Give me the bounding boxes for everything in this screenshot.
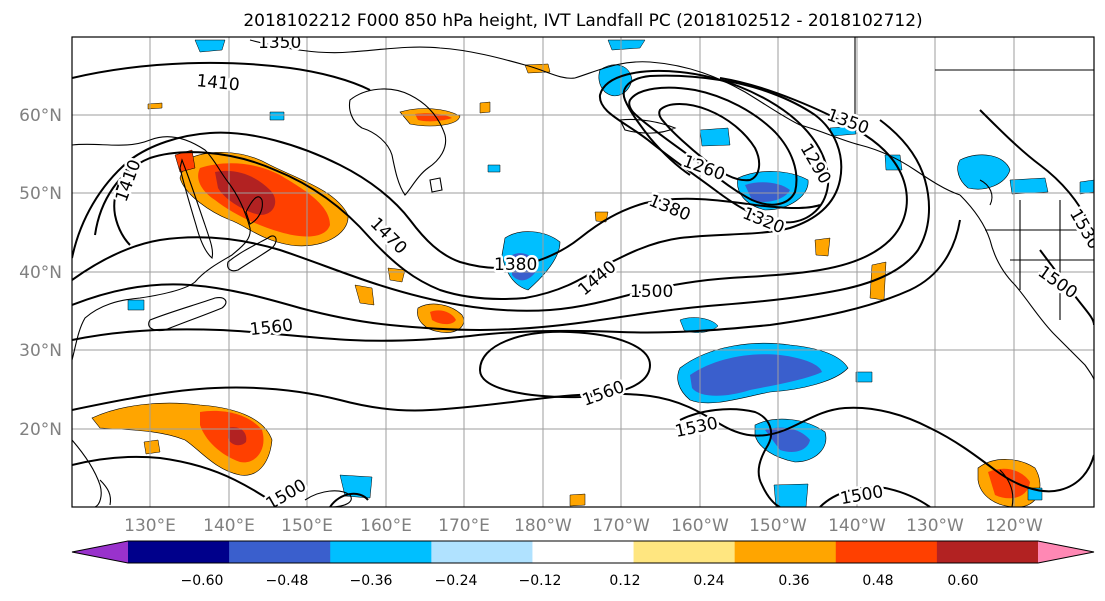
colorbar-segment [936,541,1039,563]
lon-label: 140°E [203,516,255,536]
colorbar-tick-label: −0.48 [266,573,309,589]
lon-label: 170°E [438,516,490,536]
lat-label: 40°N [19,263,62,283]
longitude-labels: 130°E 140°E 150°E 160°E 170°E 180°W 170°… [124,516,1043,536]
colorbar-extend-high [1038,541,1094,563]
map-frame [71,36,1095,508]
colorbar-ticks: −0.60 −0.48 −0.36 −0.24 −0.12 0.12 0.24 … [181,573,979,589]
lon-label: 150°W [749,516,807,536]
colorbar-tick-label: 0.48 [862,573,893,589]
colorbar-tick-label: 0.24 [693,573,724,589]
graticule [72,37,1094,507]
colorbar-tick-label: 0.12 [609,573,640,589]
contour-label: 1380 [494,255,537,275]
colorbar-tick-label: 0.36 [778,573,809,589]
colorbar-tick-label: 0.60 [947,573,978,589]
colorbar-tick-label: −0.36 [350,573,393,589]
lat-label: 20°N [19,420,62,440]
colorbar-tick-label: −0.12 [519,573,562,589]
coastlines [72,37,1094,507]
height-contours [72,61,1094,507]
lon-label: 170°W [592,516,650,536]
colorbar: −0.60 −0.48 −0.36 −0.24 −0.12 0.12 0.24 … [71,540,1095,589]
lon-label: 150°E [281,516,333,536]
colorbar-segment [734,541,837,563]
lon-label: 130°W [906,516,964,536]
lon-label: 160°W [671,516,729,536]
colorbar-extend-low [72,541,128,563]
map-panel: 1350 1410 1410 1470 1380 1440 1500 1560 … [72,33,1094,507]
lat-label: 60°N [19,106,62,126]
colorbar-outline [71,540,1095,564]
colorbar-tick-label: −0.60 [181,573,224,589]
colorbar-segment [128,541,230,563]
colorbar-tick-label: −0.24 [435,573,478,589]
lon-label: 130°E [124,516,176,536]
lat-label: 50°N [19,184,62,204]
colorbar-segment [330,541,432,563]
latitude-labels: 60°N 50°N 40°N 30°N 20°N [19,106,62,440]
lon-label: 120°W [985,516,1043,536]
colorbar-segment [532,541,635,563]
lon-label: 140°W [828,516,886,536]
colorbar-segments [71,540,1095,564]
contour-label: 1350 [258,33,301,53]
figure-title: 2018102212 F000 850 hPa height, IVT Land… [243,11,922,31]
lon-label: 160°E [360,516,412,536]
lat-label: 30°N [19,341,62,361]
colorbar-segment [431,541,533,563]
ivt-shading-negative [127,39,1094,507]
lon-label: 180°W [514,516,572,536]
colorbar-segment [633,541,736,563]
contour-label: 1500 [630,282,673,302]
colorbar-segment [229,541,331,563]
colorbar-segment [835,541,938,563]
